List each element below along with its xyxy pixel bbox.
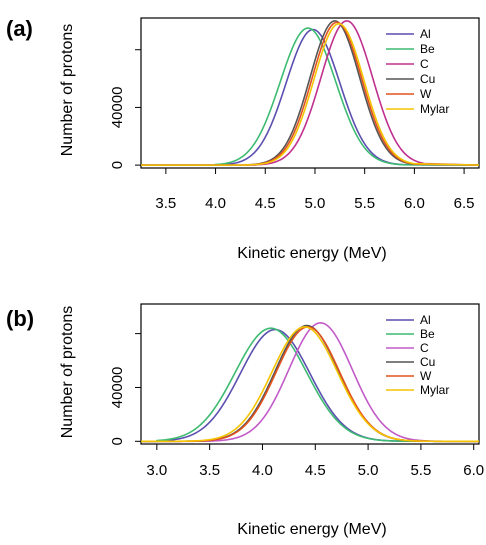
- plot-frame-a: [140, 17, 480, 169]
- x-axis-label-b: Kinetic energy (MeV): [237, 521, 386, 538]
- legend-entry-cu: Cu: [420, 72, 435, 86]
- x-tick-label: 4.5: [255, 195, 276, 212]
- x-tick-label: 6.0: [463, 462, 484, 479]
- legend-entry-w: W: [420, 369, 432, 383]
- x-tick-label: 6.0: [404, 195, 425, 212]
- x-tick-label: 3.5: [155, 195, 176, 212]
- y-tick-label: 0: [109, 161, 126, 169]
- series-lines-b: [141, 322, 480, 443]
- plot-frame-b: [140, 303, 480, 445]
- y-tick-label: 0: [109, 437, 126, 445]
- x-tick-label: 5.0: [305, 195, 326, 212]
- series-line-c: [141, 20, 480, 166]
- legend-entry-c: C: [420, 341, 429, 355]
- x-tick-label: 6.5: [454, 195, 475, 212]
- legend-entry-w: W: [420, 87, 432, 101]
- series-lines-a: [141, 20, 480, 166]
- series-line-c: [141, 322, 480, 443]
- x-tick-label: 4.0: [205, 195, 226, 212]
- y-axis-label-b: Number of protons: [59, 306, 76, 439]
- panel-b: (b) Number of protons Kinetic energy (Me…: [6, 303, 484, 538]
- x-tick-label: 5.5: [354, 195, 375, 212]
- series-line-mylar: [141, 326, 480, 443]
- legend-entry-mylar: Mylar: [420, 383, 449, 397]
- legend-entry-c: C: [420, 57, 429, 71]
- x-tick-label: 5.5: [410, 462, 431, 479]
- series-line-mylar: [141, 22, 480, 166]
- x-tick-label: 4.0: [252, 462, 273, 479]
- x-tick-label: 3.0: [146, 462, 167, 479]
- panel-label-b: (b): [6, 306, 34, 331]
- panel-a: (a) Number of protons Kinetic energy (Me…: [6, 16, 480, 262]
- panel-label-a: (a): [6, 16, 33, 41]
- series-line-be: [141, 327, 480, 443]
- x-tick-label: 4.5: [305, 462, 326, 479]
- axes-a: 3.5 4.0 4.5 5.0 5.5 6.0 6.5 0 40000: [109, 49, 475, 212]
- series-line-w: [141, 21, 480, 166]
- x-axis-label-a: Kinetic energy (MeV): [237, 245, 386, 262]
- series-line-be: [141, 27, 480, 166]
- legend-entry-al: Al: [420, 313, 431, 327]
- legend-entry-al: Al: [420, 27, 431, 41]
- x-tick-label: 5.0: [358, 462, 379, 479]
- legend-entry-cu: Cu: [420, 355, 435, 369]
- legend-entry-be: Be: [420, 42, 435, 56]
- y-axis-label-a: Number of protons: [59, 24, 76, 157]
- series-line-al: [141, 28, 480, 166]
- x-tick-label: 3.5: [199, 462, 220, 479]
- legend-entry-be: Be: [420, 327, 435, 341]
- y-tick-label: 40000: [109, 367, 126, 409]
- axes-b: 3.0 3.5 4.0 4.5 5.0 5.5 6.0 0 40000: [109, 333, 484, 479]
- legend-entry-mylar: Mylar: [420, 102, 449, 116]
- series-line-cu: [141, 20, 480, 166]
- y-tick-label: 40000: [109, 87, 126, 129]
